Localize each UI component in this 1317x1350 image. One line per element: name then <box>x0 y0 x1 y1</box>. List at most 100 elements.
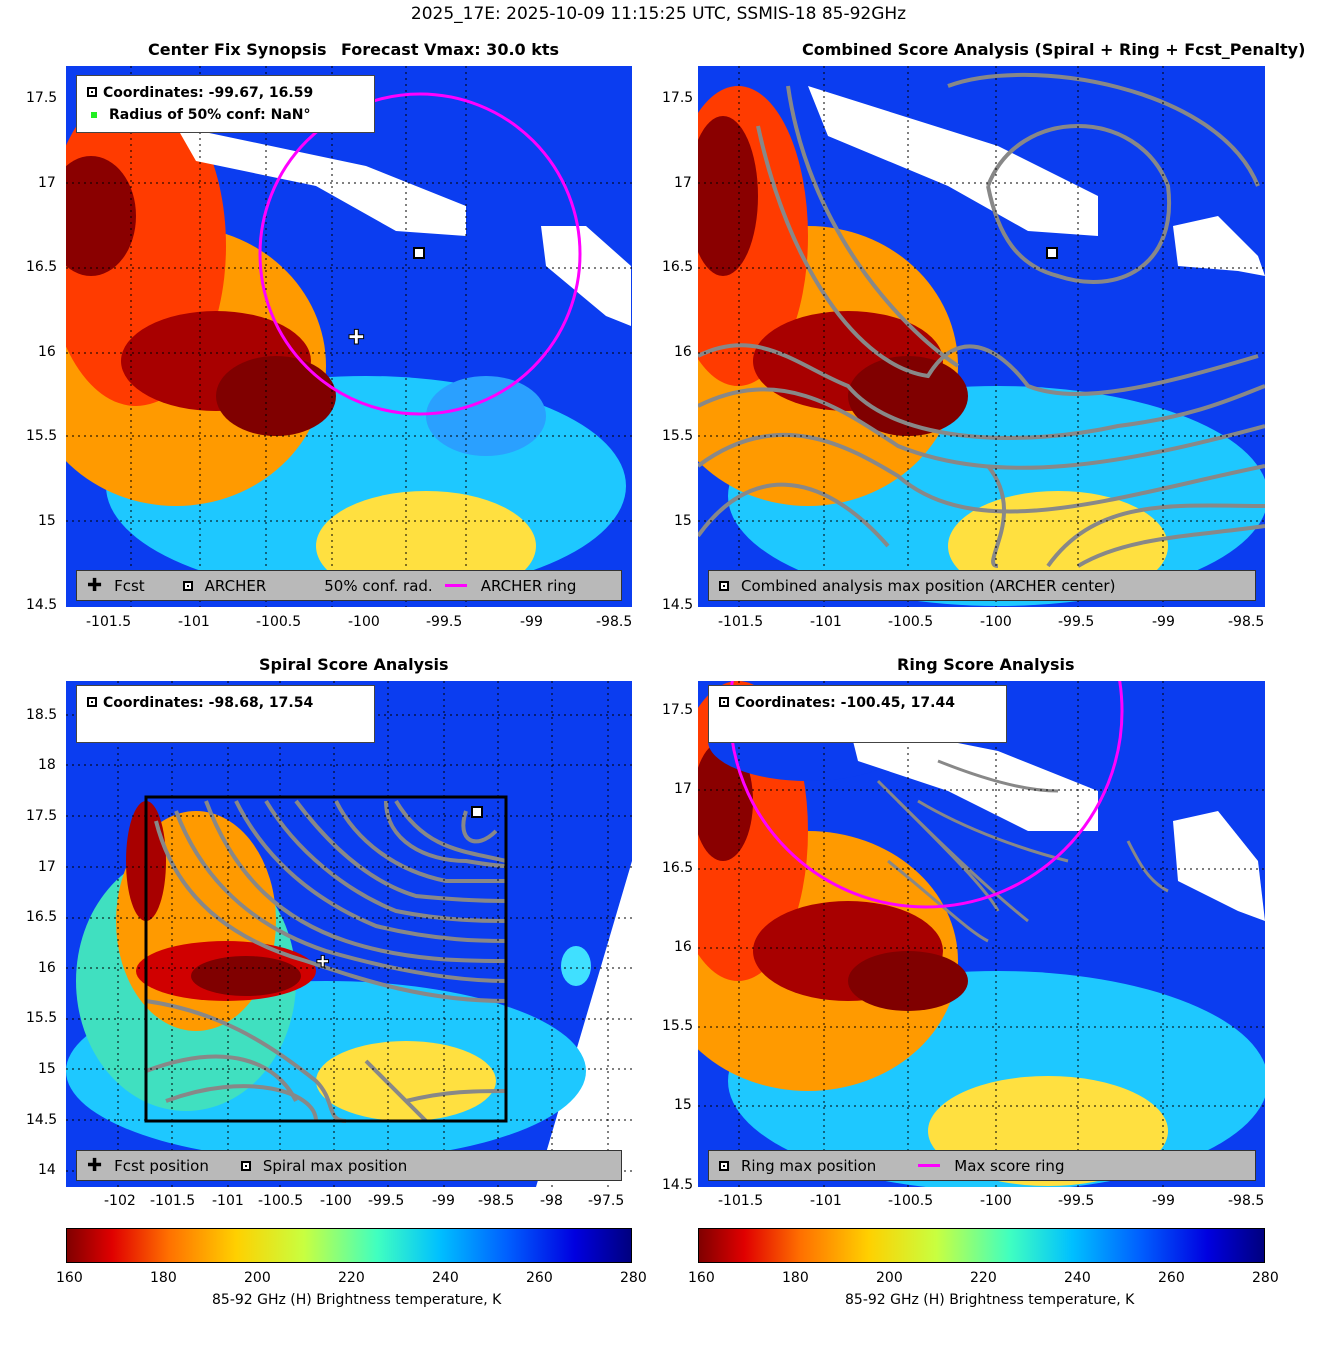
square-icon <box>719 1160 729 1171</box>
spiral-info-box: Coordinates: -98.68, 17.54 <box>76 685 375 743</box>
ytick: 17 <box>674 175 692 191</box>
ring-info-box: Coordinates: -100.45, 17.44 <box>708 685 1007 743</box>
synopsis-legend: ✚ Fcst ARCHER 50% conf. rad. ARCHER ring <box>76 570 622 601</box>
ytick: 15 <box>38 513 56 529</box>
ytick: 14.5 <box>26 597 58 613</box>
cbar-tick: 180 <box>150 1270 177 1286</box>
legend-ring-max: Ring max position <box>741 1156 877 1175</box>
xtick: -99 <box>1152 614 1175 630</box>
cbar-tick: 220 <box>970 1270 997 1286</box>
cbar-tick: 280 <box>620 1270 647 1286</box>
ytick: 16.5 <box>26 259 58 275</box>
legend-ring: ARCHER ring <box>480 576 577 595</box>
ytick: 14.5 <box>662 1177 694 1193</box>
spiral-legend: ✚ Fcst position Spiral max position <box>76 1150 622 1181</box>
ring-map: Coordinates: -100.45, 17.44 Ring max pos… <box>698 681 1265 1187</box>
plus-icon: ✚ <box>87 575 103 596</box>
spiral-title: Spiral Score Analysis <box>259 655 449 674</box>
legend-max-score-ring: Max score ring <box>954 1156 1065 1175</box>
square-icon <box>719 580 729 591</box>
colorbar-label-right: 85-92 GHz (H) Brightness temperature, K <box>845 1292 1135 1308</box>
ytick: 17.5 <box>662 90 694 106</box>
ytick: 14.5 <box>26 1112 58 1128</box>
xtick: -101.5 <box>718 1193 764 1209</box>
xtick: -99 <box>520 614 543 630</box>
xtick: -99 <box>1152 1193 1175 1209</box>
xtick: -101.5 <box>150 1193 196 1209</box>
xtick: -100 <box>320 1193 352 1209</box>
synopsis-coordinates: Coordinates: -99.67, 16.59 <box>103 85 314 101</box>
ytick: 15.5 <box>26 1010 58 1026</box>
ytick: 16 <box>38 344 56 360</box>
ytick: 16.5 <box>662 860 694 876</box>
cbar-tick: 180 <box>782 1270 809 1286</box>
xtick: -98.5 <box>478 1193 515 1209</box>
magenta-line-icon <box>444 584 467 587</box>
synopsis-vmax: Forecast Vmax: 30.0 kts <box>341 40 560 59</box>
combined-map: Combined analysis max position (ARCHER c… <box>698 66 1265 607</box>
cbar-tick: 160 <box>56 1270 83 1286</box>
combined-field <box>698 66 1265 607</box>
ytick: 17.5 <box>662 702 694 718</box>
xtick: -100.5 <box>888 1193 934 1209</box>
spiral-field: ✚ <box>66 681 632 1187</box>
colorbar-left <box>66 1228 632 1263</box>
ring-coordinates: Coordinates: -100.45, 17.44 <box>735 695 955 711</box>
svg-text:✚: ✚ <box>316 952 329 971</box>
spiral-map: ✚ Coordinates: -98.68, 17.54 ✚ Fcst posi… <box>66 681 632 1187</box>
legend-spiral-max: Spiral max position <box>262 1156 408 1175</box>
xtick: -100.5 <box>256 614 302 630</box>
ytick: 17.5 <box>26 90 58 106</box>
xtick: -101 <box>810 614 842 630</box>
figure-title: 2025_17E: 2025-10-09 11:15:25 UTC, SSMIS… <box>410 4 907 24</box>
xtick: -99.5 <box>368 1193 405 1209</box>
ytick: 14 <box>38 1162 56 1178</box>
ytick: 17 <box>38 859 56 875</box>
xtick: -99.5 <box>1058 614 1095 630</box>
cbar-tick: 240 <box>432 1270 459 1286</box>
combined-legend: Combined analysis max position (ARCHER c… <box>708 570 1256 601</box>
colorbar-label-left: 85-92 GHz (H) Brightness temperature, K <box>212 1292 502 1308</box>
xtick: -100 <box>980 614 1012 630</box>
ytick: 16 <box>38 960 56 976</box>
xtick: -101.5 <box>86 614 132 630</box>
xtick: -100 <box>980 1193 1012 1209</box>
ytick: 16.5 <box>662 259 694 275</box>
legend-fcst: Fcst <box>114 576 145 595</box>
green-dot-icon <box>91 112 97 118</box>
ytick: 17.5 <box>26 808 58 824</box>
xtick: -101 <box>212 1193 244 1209</box>
cbar-tick: 200 <box>244 1270 271 1286</box>
ytick: 15 <box>674 1097 692 1113</box>
legend-conf: 50% conf. rad. <box>324 576 433 595</box>
xtick: -97.5 <box>588 1193 625 1209</box>
colorbar-right <box>698 1228 1265 1263</box>
synopsis-field: ✚ <box>66 66 632 607</box>
ytick: 18 <box>38 757 56 773</box>
ytick: 15.5 <box>26 428 58 444</box>
square-icon <box>240 1160 251 1171</box>
xtick: -100 <box>348 614 380 630</box>
ytick: 15.5 <box>662 428 694 444</box>
xtick: -98 <box>540 1193 563 1209</box>
ytick: 17 <box>38 175 56 191</box>
synopsis-info-box: Coordinates: -99.67, 16.59 Radius of 50%… <box>76 75 375 133</box>
xtick: -100.5 <box>888 614 934 630</box>
synopsis-radius: Radius of 50% conf: NaN° <box>109 107 311 123</box>
ring-field <box>698 681 1265 1187</box>
cbar-tick: 200 <box>876 1270 903 1286</box>
ytick: 17 <box>674 781 692 797</box>
xtick: -98.5 <box>1228 614 1265 630</box>
xtick: -99 <box>432 1193 455 1209</box>
magenta-line-icon <box>918 1164 941 1167</box>
synopsis-title: Center Fix Synopsis <box>148 40 327 59</box>
synopsis-map: ✚ Coordinates: -99.67, 16.59 Radius of 5… <box>66 66 632 607</box>
ytick: 16.5 <box>26 909 58 925</box>
ytick: 15 <box>38 1061 56 1077</box>
cbar-tick: 260 <box>1158 1270 1185 1286</box>
cbar-tick: 260 <box>526 1270 553 1286</box>
ring-legend: Ring max position Max score ring <box>708 1150 1256 1181</box>
xtick: -101 <box>178 614 210 630</box>
xtick: -98.5 <box>596 614 633 630</box>
ytick: 16 <box>674 344 692 360</box>
